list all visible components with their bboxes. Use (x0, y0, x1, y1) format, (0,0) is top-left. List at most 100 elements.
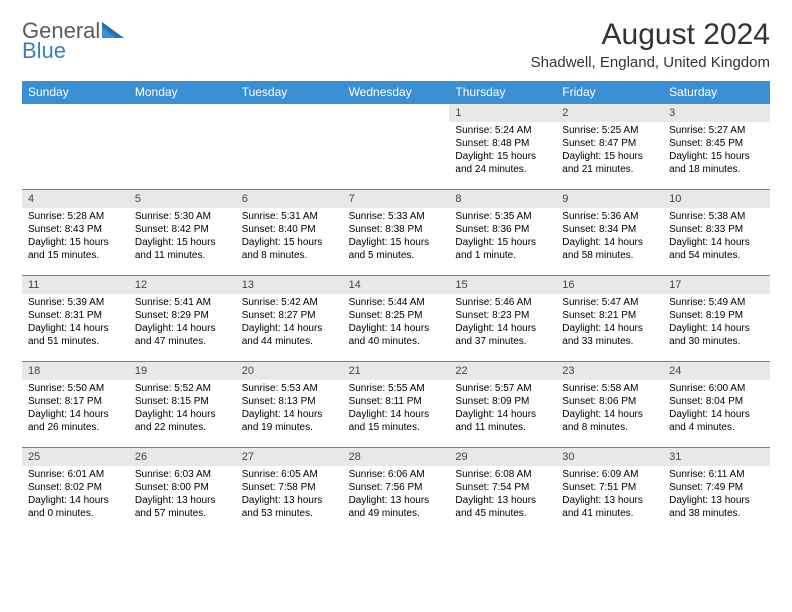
day-info: Sunrise: 5:47 AMSunset: 8:21 PMDaylight:… (556, 294, 663, 352)
daylight-text: Daylight: 13 hours and 38 minutes. (669, 494, 764, 520)
calendar-cell: 12Sunrise: 5:41 AMSunset: 8:29 PMDayligh… (129, 275, 236, 361)
daylight-text: Daylight: 14 hours and 51 minutes. (28, 322, 123, 348)
daylight-text: Daylight: 13 hours and 45 minutes. (455, 494, 550, 520)
calendar-cell: 4Sunrise: 5:28 AMSunset: 8:43 PMDaylight… (22, 189, 129, 275)
logo-text-accent: Blue (22, 38, 66, 63)
calendar-cell: 24 Sunrise: 6:00 AMSunset: 8:04 PMDayligh… (663, 361, 770, 447)
day-number: 3 (663, 104, 770, 122)
weekday-label: Wednesday (343, 81, 450, 103)
day-info: Sunrise: 5:53 AMSunset: 8:13 PMDaylight:… (236, 380, 343, 438)
day-info: Sunrise: 6:05 AMSunset: 7:58 PMDaylight:… (236, 466, 343, 524)
calendar-cell: 18Sunrise: 5:50 AMSunset: 8:17 PMDayligh… (22, 361, 129, 447)
calendar-cell: 21Sunrise: 5:55 AMSunset: 8:11 PMDayligh… (343, 361, 450, 447)
calendar-cell: 27Sunrise: 6:05 AMSunset: 7:58 PMDayligh… (236, 447, 343, 533)
day-number: 27 (236, 448, 343, 466)
day-number: 11 (22, 276, 129, 294)
day-info: Sunrise: 5:36 AMSunset: 8:34 PMDaylight:… (556, 208, 663, 266)
sunset-text: Sunset: 8:47 PM (562, 137, 657, 150)
sunset-text: Sunset: 8:40 PM (242, 223, 337, 236)
sunset-text: Sunset: 8:19 PM (669, 309, 764, 322)
daylight-text: Daylight: 14 hours and 33 minutes. (562, 322, 657, 348)
calendar-cell: 16Sunrise: 5:47 AMSunset: 8:21 PMDayligh… (556, 275, 663, 361)
sunset-text: Sunset: 8:25 PM (349, 309, 444, 322)
sunrise-text: Sunrise: 5:46 AM (455, 296, 550, 309)
day-number: 25 (22, 448, 129, 466)
daylight-text: Daylight: 13 hours and 53 minutes. (242, 494, 337, 520)
calendar-cell: 17Sunrise: 5:49 AMSunset: 8:19 PMDayligh… (663, 275, 770, 361)
day-info: Sunrise: 5:28 AMSunset: 8:43 PMDaylight:… (22, 208, 129, 266)
sunset-text: Sunset: 8:38 PM (349, 223, 444, 236)
day-number: 9 (556, 190, 663, 208)
day-info: Sunrise: 5:55 AMSunset: 8:11 PMDaylight:… (343, 380, 450, 438)
sunset-text: Sunset: 8:02 PM (28, 481, 123, 494)
daylight-text: Daylight: 14 hours and 19 minutes. (242, 408, 337, 434)
day-info: Sunrise: 6:06 AMSunset: 7:56 PMDaylight:… (343, 466, 450, 524)
header: General Blue August 2024 Shadwell, Engla… (22, 18, 770, 71)
day-info: Sunrise: 6:08 AMSunset: 7:54 PMDaylight:… (449, 466, 556, 524)
sunset-text: Sunset: 8:15 PM (135, 395, 230, 408)
sunset-text: Sunset: 8:00 PM (135, 481, 230, 494)
sunrise-text: Sunrise: 5:33 AM (349, 210, 444, 223)
sunrise-text: Sunrise: 5:31 AM (242, 210, 337, 223)
sunset-text: Sunset: 8:48 PM (455, 137, 550, 150)
day-number: 24 (663, 362, 770, 380)
weekday-label: Tuesday (236, 81, 343, 103)
day-number: 29 (449, 448, 556, 466)
day-info: Sunrise: 5:50 AMSunset: 8:17 PMDaylight:… (22, 380, 129, 438)
day-number: 14 (343, 276, 450, 294)
calendar-cell: 26Sunrise: 6:03 AMSunset: 8:00 PMDayligh… (129, 447, 236, 533)
daylight-text: Daylight: 14 hours and 47 minutes. (135, 322, 230, 348)
calendar-cell: 3Sunrise: 5:27 AMSunset: 8:45 PMDaylight… (663, 103, 770, 189)
sunrise-text: Sunrise: 5:36 AM (562, 210, 657, 223)
day-number: 19 (129, 362, 236, 380)
sunrise-text: Sunrise: 5:27 AM (669, 124, 764, 137)
day-number: 16 (556, 276, 663, 294)
day-number: 28 (343, 448, 450, 466)
day-info: Sunrise: 5:49 AMSunset: 8:19 PMDaylight:… (663, 294, 770, 352)
day-number: 6 (236, 190, 343, 208)
sunrise-text: Sunrise: 6:11 AM (669, 468, 764, 481)
day-number: 5 (129, 190, 236, 208)
day-info: Sunrise: 5:31 AMSunset: 8:40 PMDaylight:… (236, 208, 343, 266)
sunset-text: Sunset: 8:11 PM (349, 395, 444, 408)
daylight-text: Daylight: 14 hours and 30 minutes. (669, 322, 764, 348)
calendar-cell: 19Sunrise: 5:52 AMSunset: 8:15 PMDayligh… (129, 361, 236, 447)
calendar-cell: 10Sunrise: 5:38 AMSunset: 8:33 PMDayligh… (663, 189, 770, 275)
day-info: Sunrise: 5:35 AMSunset: 8:36 PMDaylight:… (449, 208, 556, 266)
day-info: Sunrise: 5:44 AMSunset: 8:25 PMDaylight:… (343, 294, 450, 352)
sunrise-text: Sunrise: 5:41 AM (135, 296, 230, 309)
day-number: 10 (663, 190, 770, 208)
sunset-text: Sunset: 7:54 PM (455, 481, 550, 494)
sunset-text: Sunset: 8:21 PM (562, 309, 657, 322)
calendar-cell: 8Sunrise: 5:35 AMSunset: 8:36 PMDaylight… (449, 189, 556, 275)
day-number: 22 (449, 362, 556, 380)
sunset-text: Sunset: 8:04 PM (669, 395, 764, 408)
sunset-text: Sunset: 8:36 PM (455, 223, 550, 236)
daylight-text: Daylight: 14 hours and 58 minutes. (562, 236, 657, 262)
sunrise-text: Sunrise: 6:00 AM (669, 382, 764, 395)
sunrise-text: Sunrise: 5:50 AM (28, 382, 123, 395)
daylight-text: Daylight: 14 hours and 4 minutes. (669, 408, 764, 434)
daylight-text: Daylight: 14 hours and 54 minutes. (669, 236, 764, 262)
sunrise-text: Sunrise: 6:01 AM (28, 468, 123, 481)
weekday-header: Sunday Monday Tuesday Wednesday Thursday… (22, 81, 770, 103)
sunset-text: Sunset: 8:17 PM (28, 395, 123, 408)
calendar-cell: 2Sunrise: 5:25 AMSunset: 8:47 PMDaylight… (556, 103, 663, 189)
daylight-text: Daylight: 14 hours and 37 minutes. (455, 322, 550, 348)
sunset-text: Sunset: 8:45 PM (669, 137, 764, 150)
daylight-text: Daylight: 14 hours and 8 minutes. (562, 408, 657, 434)
sunset-text: Sunset: 7:49 PM (669, 481, 764, 494)
calendar-cell: 28Sunrise: 6:06 AMSunset: 7:56 PMDayligh… (343, 447, 450, 533)
sunrise-text: Sunrise: 5:30 AM (135, 210, 230, 223)
calendar-cell: 25Sunrise: 6:01 AMSunset: 8:02 PMDayligh… (22, 447, 129, 533)
day-info: Sunrise: 5:33 AMSunset: 8:38 PMDaylight:… (343, 208, 450, 266)
day-info: Sunrise: 6:03 AMSunset: 8:00 PMDaylight:… (129, 466, 236, 524)
daylight-text: Daylight: 15 hours and 1 minute. (455, 236, 550, 262)
day-number: 26 (129, 448, 236, 466)
day-number: 13 (236, 276, 343, 294)
day-number: 30 (556, 448, 663, 466)
sunset-text: Sunset: 8:06 PM (562, 395, 657, 408)
calendar-cell: 1Sunrise: 5:24 AMSunset: 8:48 PMDaylight… (449, 103, 556, 189)
sunset-text: Sunset: 7:56 PM (349, 481, 444, 494)
day-number: 2 (556, 104, 663, 122)
